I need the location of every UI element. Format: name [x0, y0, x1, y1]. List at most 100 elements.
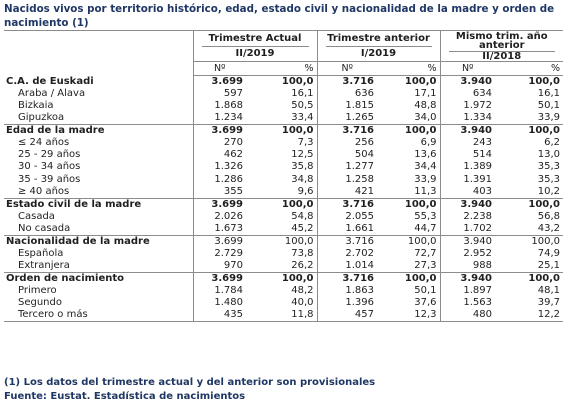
section-value: 100,0	[246, 197, 317, 211]
table-row: Gipuzkoa 1.234 33,4 1.265 34,0 1.334 33,9	[4, 112, 563, 125]
section-value: 3.940	[439, 271, 495, 285]
row-label: Tercero o más	[4, 308, 193, 322]
row-value: 12,2	[495, 308, 563, 322]
section-value: 100,0	[528, 76, 560, 87]
section-value: 3.940	[439, 197, 495, 211]
table-row: 25 - 29 años 462 12,5 504 13,6 514 13,0	[4, 149, 563, 162]
section-value: 3.716	[316, 124, 377, 138]
row-value: 35,3	[537, 161, 560, 173]
section-label: Nacionalidad de la madre	[4, 234, 193, 248]
row-value: 33,4	[291, 112, 314, 124]
section-label: Edad de la madre	[4, 124, 193, 138]
col-pct-2: %	[377, 61, 440, 76]
table-row: No casada 1.673 45,2 1.661 44,7 1.702 43,2	[4, 222, 563, 236]
row-value: 73,8	[291, 247, 314, 259]
row-label: ≤ 24 años	[18, 137, 70, 149]
row-label: Araba / Álava	[18, 88, 86, 100]
row-value: 421	[316, 185, 377, 199]
row-value: 2.729	[192, 247, 246, 260]
row-value: 1.234	[192, 112, 246, 125]
row-value: 43,2	[537, 222, 560, 234]
row-value: 1.389	[439, 161, 495, 174]
row-value: 35,8	[291, 161, 314, 173]
row-value: 403	[439, 185, 495, 199]
section-row: Edad de la madre 3.699 100,0 3.716 100,0 3.94…	[4, 124, 563, 138]
section-value: 100,0	[377, 271, 440, 285]
row-value: 1.258	[316, 173, 377, 186]
section-row: Nacionalidad de la madre 3.699 100,0 3.716 1…	[4, 234, 563, 248]
row-value: 33,9	[537, 112, 560, 124]
section-value: 3.699	[192, 197, 246, 211]
row-value: 26,2	[291, 259, 314, 271]
section-value: 100,0	[377, 197, 440, 211]
row-value: 1.480	[192, 296, 246, 309]
row-value: 1.326	[192, 161, 246, 174]
table-row: ≤ 24 años 270 7,3 256 6,9 243 6,2	[4, 137, 563, 150]
section-value: 3.699	[192, 75, 246, 88]
section-value: 3.699	[192, 234, 246, 248]
row-value: 2.026	[192, 210, 246, 223]
section-row: Estado civil de la madre 3.699 100,0 3.716 1…	[4, 197, 563, 211]
row-value: 34,4	[414, 161, 437, 173]
footnote-source: Fuente: Eustat. Estadística de nacimient…	[4, 391, 246, 402]
section-value: 100,0	[495, 234, 563, 248]
section-value: 100,0	[281, 76, 314, 87]
row-value: 1.014	[316, 259, 377, 273]
row-value: 34,0	[414, 112, 437, 124]
section-value: 100,0	[404, 76, 437, 87]
row-value: 1.286	[192, 173, 246, 186]
section-label: Orden de nacimiento	[4, 271, 193, 285]
row-value: 1.972	[439, 100, 495, 113]
section-label: C.A. de Euskadi	[6, 75, 94, 87]
row-label: Gipuzkoa	[18, 112, 65, 124]
row-value: 988	[439, 259, 495, 273]
section-value: 3.716	[316, 75, 377, 88]
section-value: 3.716	[316, 234, 377, 248]
section-row: Orden de nacimiento 3.699 100,0 3.716 100,0 3…	[4, 271, 563, 285]
row-value: 1.563	[439, 296, 495, 309]
row-value: 6,9	[420, 137, 437, 149]
col-pct-3: %	[495, 61, 563, 76]
row-value: 970	[192, 259, 246, 273]
table-row: Extranjera 970 26,2 1.014 27,3 988 25,1	[4, 259, 563, 273]
row-value: 13,6	[414, 149, 437, 161]
period-header-lastyear-line-2: anterior	[478, 40, 525, 51]
header-empty-cell	[4, 30, 193, 76]
section-value: 3.940	[439, 75, 495, 88]
row-value: 355	[192, 185, 246, 199]
section-value: 100,0	[246, 234, 317, 248]
table-title: Nacidos vivos por territorio histórico, …	[4, 3, 555, 29]
row-label: Española	[18, 247, 64, 259]
row-value: 1.897	[439, 284, 495, 297]
row-value: 12,3	[377, 308, 440, 322]
table-row: Araba / Álava 597 16,1 636 17,1 634 16,1	[4, 88, 563, 101]
section-label: Estado civil de la madre	[4, 197, 193, 211]
table-row: Bizkaia 1.868 50,5 1.815 48,8 1.972 50,1	[4, 100, 563, 113]
row-value: 37,6	[414, 296, 437, 308]
column-unit-row: Nº % Nº % Nº %	[4, 61, 563, 76]
row-value: 1.784	[192, 284, 246, 297]
row-value: 1.661	[316, 222, 377, 236]
row-value: 34,8	[291, 173, 314, 185]
row-value: 16,1	[537, 88, 560, 100]
table-row: Segundo 1.480 40,0 1.396 37,6 1.563 39,7	[4, 296, 563, 309]
row-value: 1.863	[316, 284, 377, 297]
row-value: 462	[192, 149, 246, 162]
row-value: 243	[439, 137, 495, 150]
row-label: 30 - 34 años	[18, 161, 81, 173]
row-label: Casada	[18, 210, 55, 222]
row-value: 1.815	[316, 100, 377, 113]
row-value: 40,0	[291, 296, 314, 308]
row-value: 48,8	[414, 100, 437, 112]
row-value: 50,5	[291, 100, 314, 112]
row-value: 25,1	[537, 259, 560, 271]
period-header-lastyear-line-3: II/2018	[448, 51, 555, 62]
row-value: 634	[439, 88, 495, 101]
table-row: Primero 1.784 48,2 1.863 50,1 1.897 48,1	[4, 284, 563, 297]
row-value: 12,5	[291, 149, 314, 161]
section-value: 3.699	[192, 124, 246, 138]
row-value: 10,2	[537, 185, 560, 197]
row-value: 1.673	[192, 222, 246, 236]
section-value: 100,0	[495, 124, 563, 138]
